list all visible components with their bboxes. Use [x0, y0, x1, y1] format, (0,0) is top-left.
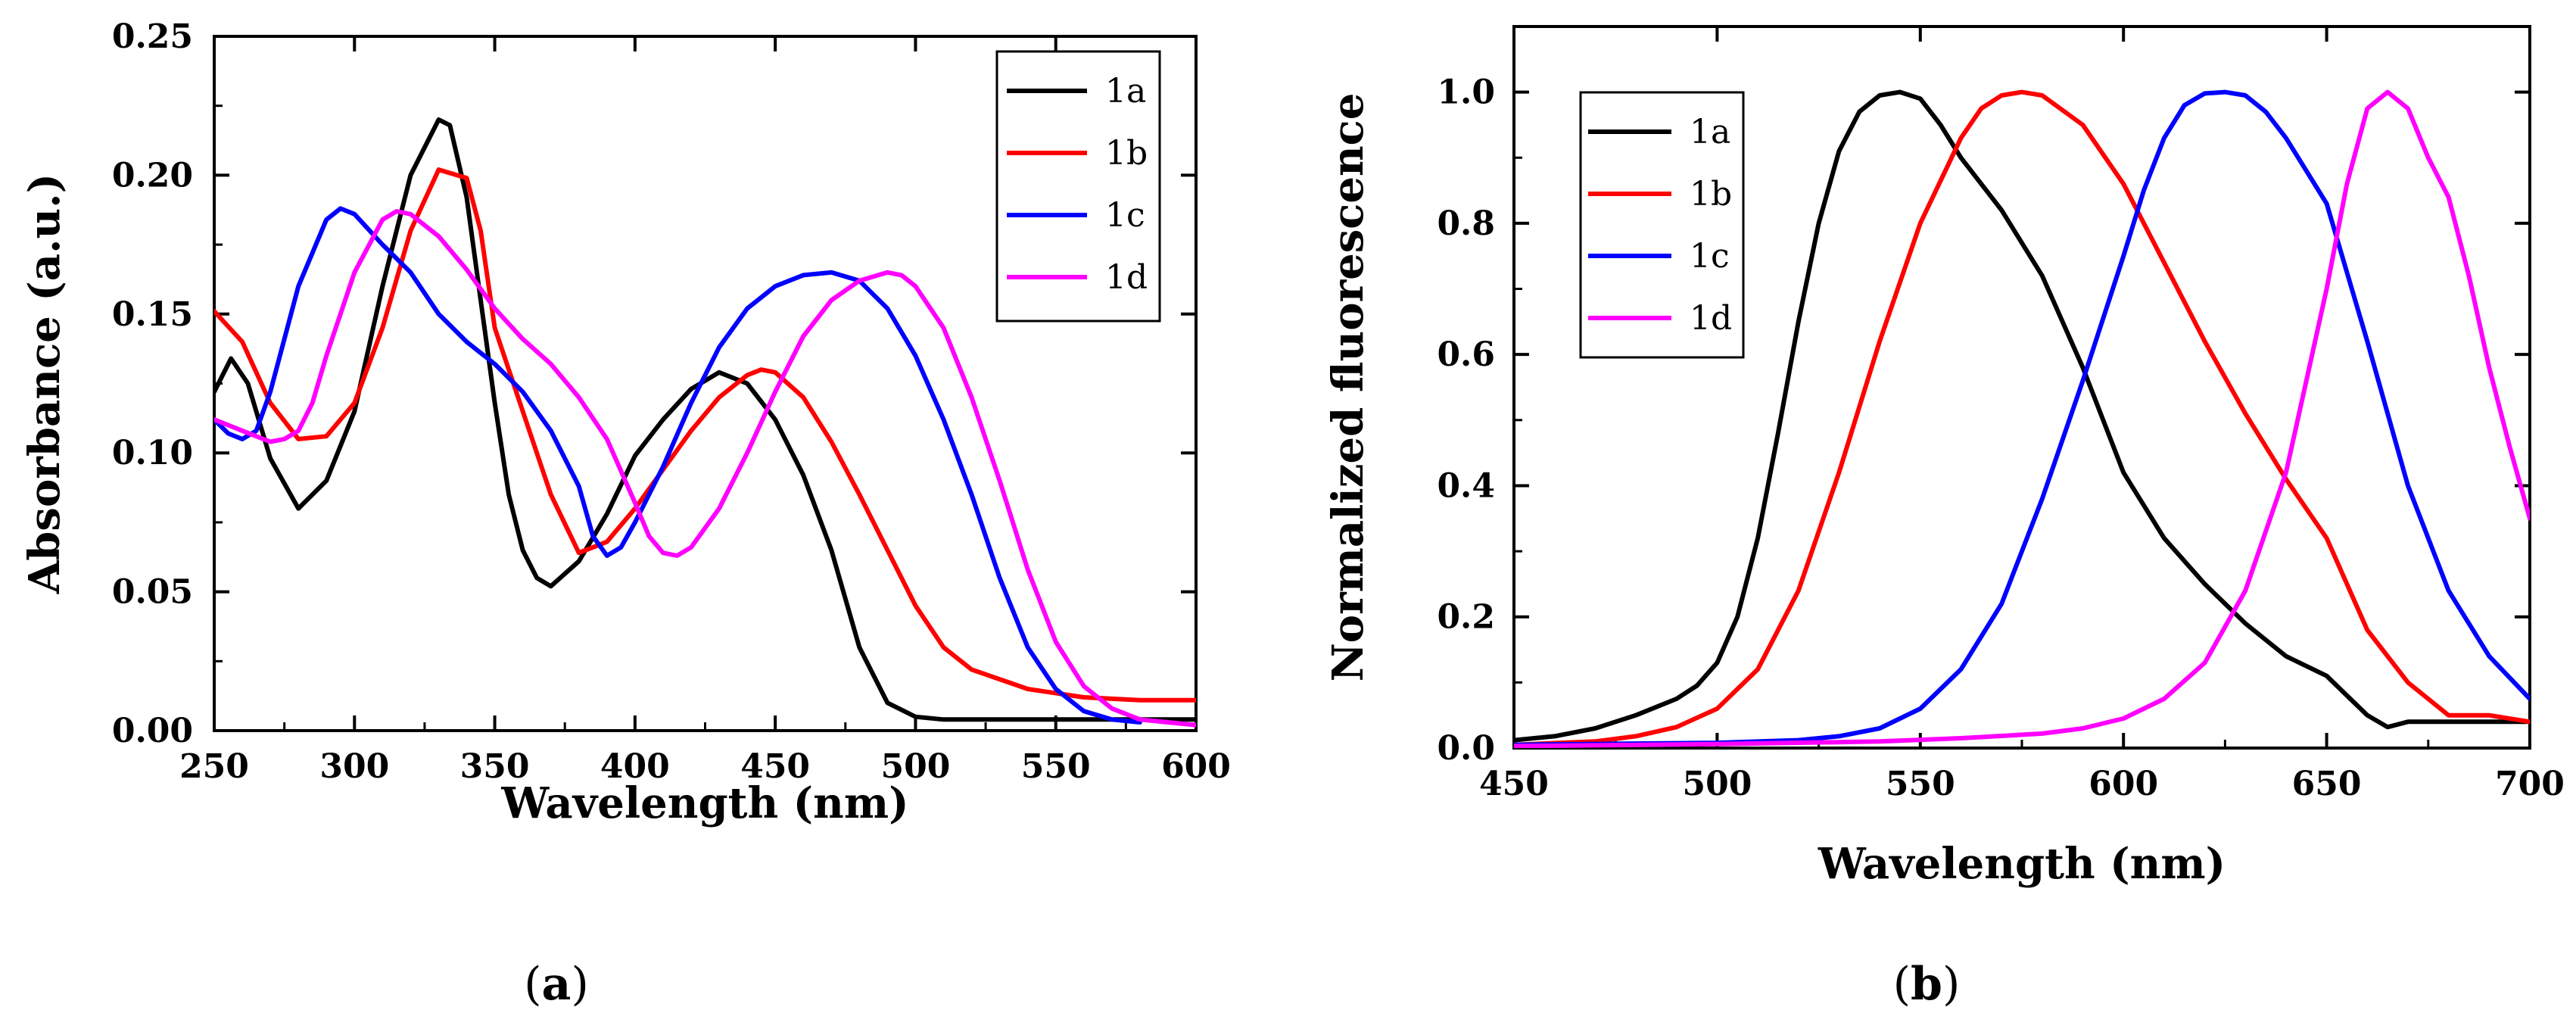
panel-b-label-close: ) [1942, 958, 1960, 1011]
panel-a-legend-label-1b: 1b [1105, 134, 1148, 173]
panel-b-legend-label-1c: 1c [1690, 237, 1730, 276]
panel-b-y-tick-label: 1.0 [1437, 73, 1495, 112]
panel-a-x-tick-label: 300 [319, 747, 389, 786]
panel-b-y-tick-label: 0.2 [1437, 598, 1495, 637]
panel-a-y-tick-label: 0.15 [112, 295, 193, 334]
panel-a-x-axis-title: Wavelength (nm) [500, 778, 908, 828]
panel-b-label: (b) [1893, 958, 1961, 1011]
panel-b-y-tick-label: 0.6 [1437, 335, 1495, 374]
panel-a-y-axis-title: Absorbance (a.u.) [20, 173, 70, 594]
panel-a-series-1a-line [214, 117, 1196, 722]
panel-a-label: (a) [524, 958, 589, 1011]
panel-a-y-tick-label: 0.05 [112, 573, 193, 612]
panel-a-y-tick-label: 0.00 [112, 712, 193, 750]
panel-b-x-tick-label: 450 [1479, 765, 1549, 803]
panel-a-y-tick-label: 0.25 [112, 17, 193, 56]
panel-a-x-tick-label: 500 [880, 747, 950, 786]
panel-b-y-tick-label: 0.0 [1437, 729, 1495, 768]
panel-a-x-tick-label: 400 [600, 747, 670, 786]
panel-a-legend-label-1c: 1c [1105, 196, 1145, 235]
panel-a-label-close: ) [571, 958, 588, 1011]
panel-a-series-1b-line [214, 167, 1196, 703]
panel-b-x-tick-label: 600 [2089, 765, 2158, 803]
panel-a-x-tick-label: 550 [1021, 747, 1091, 786]
panel-b-x-tick-label: 550 [1886, 765, 1955, 803]
panel-b-label-letter: b [1911, 958, 1942, 1011]
panel-b-legend-label-1b: 1b [1690, 175, 1732, 214]
panel-b-legend-box [1579, 91, 1745, 359]
panel-b-label-open: ( [1893, 958, 1911, 1011]
panel-a-chart: 250 300 350 400 450 500 550 600 0.00 0.05 0.10 0.15… [20, 17, 1231, 828]
panel-a-series-1d-line [214, 209, 1196, 728]
panel-b-legend: 1a 1b 1c 1d [1579, 91, 1745, 359]
panel-a-y-tick-label: 0.20 [112, 156, 193, 195]
panel-a-series-1c-line [214, 206, 1142, 725]
panel-a-x-tick-label: 600 [1161, 747, 1231, 786]
panel-b-y-axis-title: Normalized fluorescence [1323, 93, 1373, 682]
panel-b-series-1d-line [1514, 89, 2530, 748]
panel-a-x-tick-label: 350 [460, 747, 530, 786]
panel-b-legend-label-1d: 1d [1690, 299, 1732, 338]
panel-a-y-tick-label: 0.10 [112, 434, 193, 472]
panel-a-legend-label-1a: 1a [1105, 72, 1146, 111]
panel-b-x-tick-label: 700 [2495, 765, 2565, 803]
panel-b-legend-label-1a: 1a [1690, 113, 1730, 151]
panel-b-x-tick-label: 500 [1682, 765, 1752, 803]
panel-b-y-tick-label: 0.4 [1437, 466, 1495, 505]
panel-b-x-axis-title: Wavelength (nm) [1818, 839, 2226, 889]
panel-a-label-open: ( [524, 958, 541, 1011]
panel-a-label-letter: a [542, 958, 572, 1011]
panel-b-chart: 450 500 550 600 650 700 0.0 0.2 0.4 0.6 0.8 1.0 Wave… [1323, 25, 2565, 889]
panel-b-x-tick-label: 650 [2292, 765, 2362, 803]
panel-b-series-1c-line [1514, 89, 2530, 747]
panel-b-series-1a-line [1514, 89, 2530, 743]
panel-a-x-tick-label: 450 [740, 747, 810, 786]
panel-a-x-tick-label: 250 [179, 747, 249, 786]
panel-a-legend: 1a 1b 1c 1d [995, 50, 1161, 323]
panel-b-series-1b-line [1514, 89, 2530, 747]
panel-a-legend-label-1d: 1d [1105, 258, 1148, 297]
panel-b-y-tick-label: 0.8 [1437, 204, 1495, 243]
